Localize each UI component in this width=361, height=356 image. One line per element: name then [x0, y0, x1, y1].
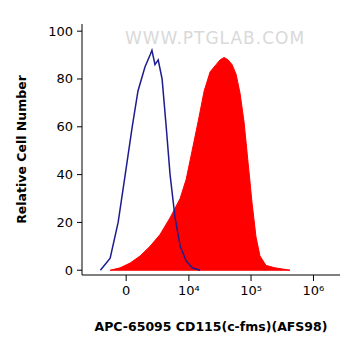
y-tick-label: 60 [56, 119, 73, 134]
y-tick-label: 20 [56, 215, 73, 230]
x-tick [188, 275, 189, 281]
chart: WWW.PTGLAB.COM 0 20 40 60 80 100 0 10⁴ 10⁵ 10⁶ APC-… [0, 0, 361, 356]
x-tick-label: 0 [122, 283, 130, 298]
y-tick [77, 78, 82, 79]
y-tick [77, 174, 82, 175]
plot-area [100, 50, 290, 270]
x-tick [313, 275, 314, 281]
y-axis-label: Relative Cell Number [14, 74, 29, 223]
y-tick [77, 126, 82, 127]
x-axis [82, 275, 340, 276]
y-axis [82, 24, 83, 275]
y-tick [77, 270, 82, 271]
x-axis-label: APC-65095 CD115(c-fms)(AFS98) [95, 319, 328, 334]
x-tick [251, 275, 252, 281]
y-tick [77, 31, 82, 32]
y-tick-label: 0 [65, 263, 73, 278]
y-tick-label: 80 [56, 71, 73, 86]
y-tick-label: 40 [56, 167, 73, 182]
histogram-line [100, 50, 200, 270]
histogram-area [110, 57, 290, 270]
x-tick-label: 10⁴ [178, 283, 200, 298]
watermark: WWW.PTGLAB.COM [125, 28, 305, 48]
x-tick-label: 10⁵ [240, 283, 262, 298]
x-tick-label: 10⁶ [303, 283, 325, 298]
y-tick [77, 222, 82, 223]
x-tick [126, 275, 127, 281]
y-tick-label: 100 [48, 24, 73, 39]
